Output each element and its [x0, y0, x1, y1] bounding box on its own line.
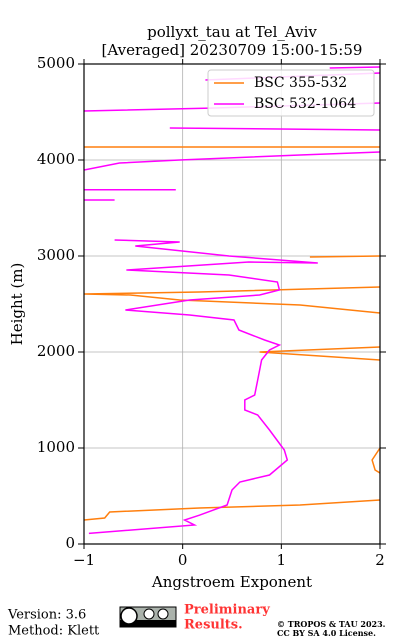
y-tick-label: 2000 — [37, 342, 75, 360]
x-axis-label: Angstroem Exponent — [151, 573, 312, 591]
x-tick-label: −1 — [73, 551, 95, 569]
results: Results. — [184, 618, 243, 633]
y-tick-label: 3000 — [37, 246, 75, 264]
version: Version: 3.6 — [7, 608, 86, 623]
y-tick-label: 1000 — [37, 438, 75, 456]
data-line — [84, 146, 380, 521]
y-tick-label: 4000 — [37, 150, 75, 168]
y-tick-label: 0 — [65, 534, 75, 552]
legend: BSC 355-532 BSC 532-1064 — [207, 69, 375, 117]
x-tick-label: 0 — [178, 551, 188, 569]
license: CC BY SA 4.0 License. — [277, 628, 376, 638]
x-tick-label: 1 — [277, 551, 287, 569]
legend-box — [207, 69, 375, 117]
plot-frame — [83, 63, 381, 545]
legend-label: BSC 355-532 — [254, 75, 347, 91]
y-tick-label: 5000 — [37, 54, 75, 72]
chart-title: pollyxt_tau at Tel_Aviv — [147, 23, 317, 41]
chart-subtitle: [Averaged] 20230709 15:00-15:59 — [102, 41, 363, 59]
x-tick-label: 2 — [375, 551, 385, 569]
y-axis-label: Height (m) — [8, 263, 26, 346]
legend-label: BSC 532-1064 — [254, 96, 356, 112]
cc-logo — [119, 606, 177, 628]
preliminary: Preliminary — [184, 603, 270, 618]
method: Method: Klett — [8, 624, 100, 639]
copyright: © TROPOS & TAU 2023. — [277, 619, 386, 629]
